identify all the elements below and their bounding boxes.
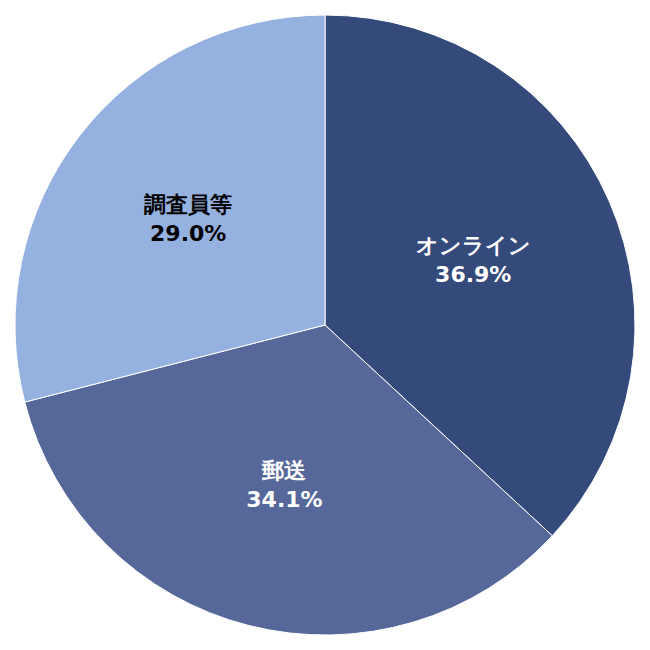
svg-text:オンライン36.9%: オンライン36.9% [416,233,531,287]
svg-text:調査員等29.0%: 調査員等29.0% [144,192,232,246]
svg-text:郵送34.1%: 郵送34.1% [246,458,322,512]
